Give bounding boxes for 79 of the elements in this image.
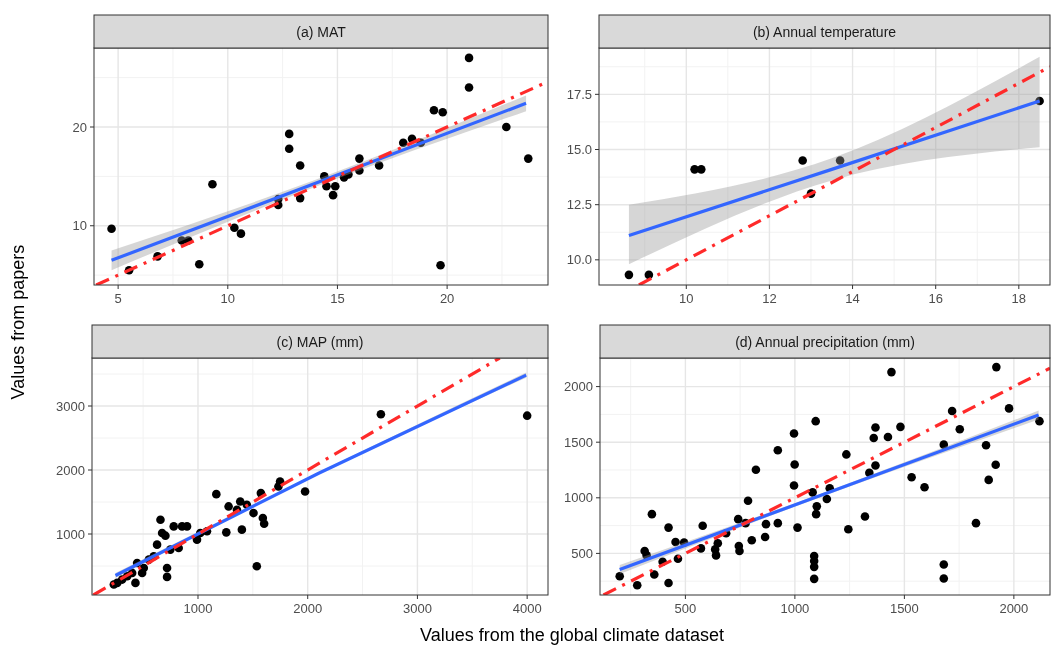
point (328, 190, 338, 200)
point (284, 129, 294, 139)
point (259, 519, 269, 528)
point (523, 154, 533, 163)
point (376, 410, 386, 419)
x-tick-label: 20 (439, 291, 455, 306)
y-tick-label: 1500 (564, 434, 593, 450)
point (284, 144, 294, 154)
chart-title: (d) Annual precipitation (mm) (735, 334, 915, 350)
x-tick-label: 3000 (402, 601, 432, 616)
point (208, 179, 217, 189)
x-tick-label: 10 (220, 291, 236, 306)
y-axis-title: Values from papers (8, 244, 28, 400)
point (624, 270, 634, 280)
y-tick-label: 3000 (56, 398, 85, 414)
point (161, 531, 170, 540)
point (374, 161, 384, 170)
x-tick-label: 1000 (780, 601, 810, 616)
y-tick-label: 15.0 (566, 142, 592, 158)
y-tick-label: 1000 (56, 526, 85, 542)
x-tick-label: 4000 (512, 601, 542, 616)
point (237, 525, 247, 534)
point (696, 165, 706, 174)
x-axis-title: Values from the global climate dataset (420, 625, 724, 645)
point (156, 515, 165, 525)
y-tick-label: 20 (72, 119, 87, 135)
y-tick-label: 10.0 (566, 252, 592, 268)
x-tick-label: 12 (762, 291, 777, 306)
point (522, 411, 532, 420)
x-tick-label: 2000 (999, 601, 1029, 616)
chart-title: (b) Annual temperature (752, 24, 897, 40)
y-tick-label: 1000 (564, 490, 593, 506)
point (236, 229, 246, 238)
point (162, 572, 172, 582)
x-tick-label: 1500 (889, 601, 919, 616)
point (438, 107, 448, 117)
point (131, 578, 140, 588)
point (152, 540, 162, 549)
point (252, 561, 262, 571)
x-tick-label: 14 (845, 291, 860, 306)
point (235, 497, 245, 506)
x-tick-label: 500 (674, 601, 697, 616)
point (429, 105, 439, 115)
point (355, 154, 364, 163)
point (230, 223, 239, 233)
y-tick-label: 17.5 (566, 86, 592, 102)
x-tick-label: 16 (928, 291, 943, 306)
point (436, 260, 445, 270)
point (249, 508, 258, 518)
y-tick-label: 2000 (56, 462, 85, 478)
y-tick-label: 10 (72, 218, 87, 234)
point (835, 156, 845, 165)
chart-title: (a) MAT (296, 24, 347, 40)
point (798, 156, 807, 165)
y-tick-label: 2000 (564, 379, 593, 395)
chart-title: (c) MAP (mm) (276, 334, 364, 350)
point (107, 224, 116, 234)
point (464, 53, 474, 63)
point (169, 522, 179, 531)
point (295, 161, 305, 170)
point (398, 138, 408, 148)
x-tick-label: 15 (330, 291, 345, 306)
point (162, 563, 172, 573)
x-tick-label: 2000 (293, 601, 323, 616)
y-tick-label: 12.5 (566, 197, 592, 213)
point (502, 122, 511, 132)
point (464, 83, 474, 92)
point (300, 487, 310, 496)
point (222, 528, 231, 537)
x-tick-label: 18 (1011, 291, 1027, 306)
point (212, 489, 221, 499)
point (330, 181, 340, 191)
point (224, 502, 233, 511)
point (194, 259, 204, 269)
x-tick-label: 1000 (183, 601, 213, 616)
x-tick-label: 10 (679, 291, 694, 306)
point (139, 563, 149, 573)
x-tick-label: 5 (114, 291, 122, 306)
y-tick-label: 500 (571, 545, 593, 561)
